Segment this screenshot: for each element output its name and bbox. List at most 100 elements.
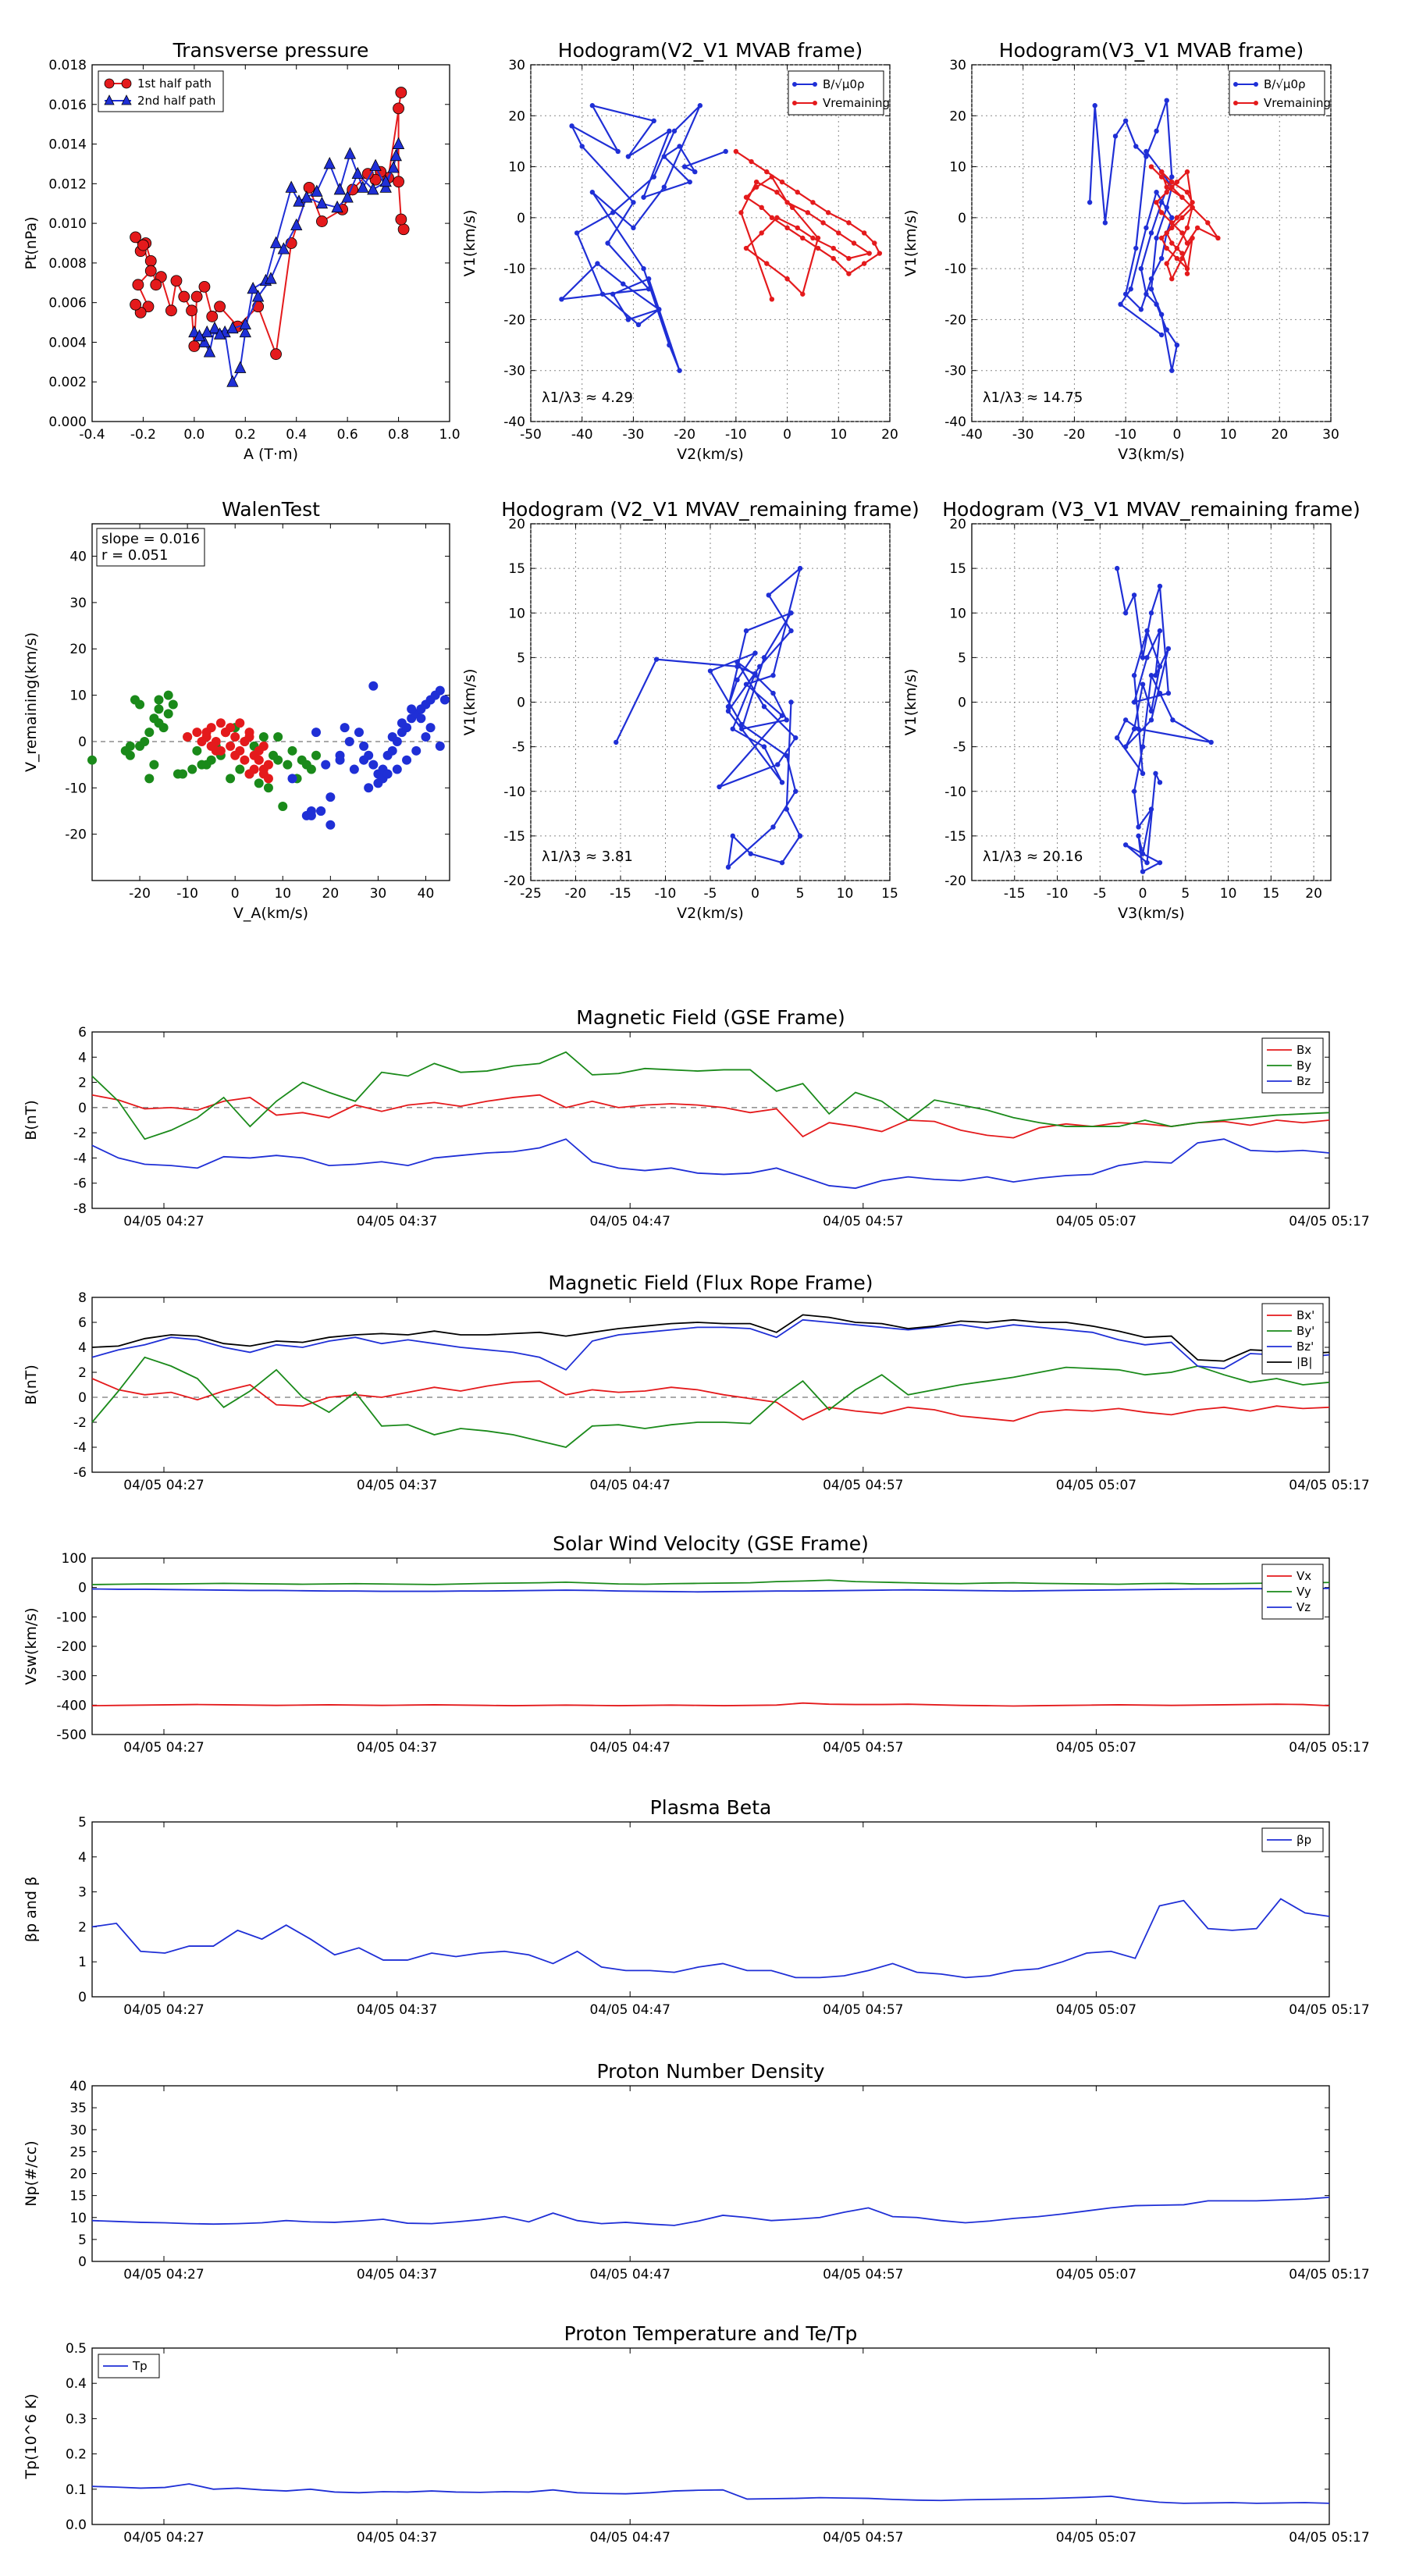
hodogram-v3-v1-mvav-point-0-25 (1170, 717, 1176, 723)
transverse-pressure-marker-1-20 (389, 148, 402, 162)
hodogram-v2-v1-mvab-point-0-16 (646, 286, 652, 292)
hodogram-v2-v1-mvav-ytick-label-0: -20 (503, 873, 525, 889)
walen-test-ytick-label-2: 0 (78, 735, 87, 750)
transverse-pressure-panel: Transverse pressure -0.4 -0.2 0.0 0.2 0.4 0.6 0… (23, 39, 461, 463)
solar-wind-velocity-xtick-label-0: 04/05 04:27 (123, 1740, 204, 1756)
walen-test-point-red-4 (215, 718, 226, 728)
hodogram-v2-v1-mvab-ytick-label-2: -20 (503, 312, 525, 328)
transverse-pressure-marker-1-30 (290, 218, 303, 231)
hodogram-v2-v1-mvab-point-0-11 (615, 148, 621, 155)
hodogram-v2-v1-mvab-ytick-label-0: -40 (503, 415, 525, 430)
hodogram-v2-v1-mvav-point-0-7 (725, 708, 731, 714)
walen-test-point-red-24 (254, 745, 264, 756)
hodogram-v2-v1-mvav-ytick-label-5: 5 (517, 650, 525, 666)
magnetic-field-gse-legend-label-0: Bx (1297, 1043, 1311, 1057)
magnetic-field-gse-xtick-label-1: 04/05 04:37 (357, 1214, 437, 1229)
plasma-beta-xtick-label-2: 04/05 04:47 (590, 2002, 670, 2018)
plasma-beta-xtick-label-4: 04/05 05:07 (1056, 2002, 1136, 2018)
hodogram-v2-v1-mvab-point-1-21 (769, 174, 775, 180)
hodogram-v2-v1-mvab-point-1-39 (789, 205, 795, 210)
walen-test-point-green-20 (235, 764, 245, 774)
hodogram-v3-v1-mvav-point-0-29 (1131, 788, 1137, 794)
hodogram-v2-v1-mvab-legend-dot-a-1 (792, 101, 797, 105)
magnetic-field-gse-xtick-label-2: 04/05 04:47 (590, 1214, 670, 1229)
magnetic-field-flux-rope-xtick-label-3: 04/05 04:57 (823, 1478, 903, 1493)
hodogram-v3-v1-mvav-ytick-label-4: 0 (958, 696, 966, 711)
plasma-beta-ytick-label-1: 1 (78, 1955, 87, 1970)
hodogram-v2-v1-mvav-xtick-label-5: 0 (751, 886, 759, 902)
walen-test-point-green-41 (278, 802, 288, 812)
walen-test-point-red-25 (220, 728, 230, 738)
hodogram-v3-v1-mvav-point-0-5 (1157, 583, 1163, 589)
hodogram-v2-v1-mvav-point-0-37 (748, 851, 753, 856)
magnetic-field-gse-xtick-label-5: 04/05 05:17 (1289, 1214, 1369, 1229)
hodogram-v2-v1-mvav-point-0-40 (784, 806, 789, 812)
transverse-pressure-xlabel: A (T·m) (244, 446, 298, 463)
hodogram-v3-v1-mvab-ytick-label-2: -20 (944, 312, 966, 328)
hodogram-v3-v1-mvav-point-0-11 (1165, 646, 1172, 652)
plasma-beta-title: Plasma Beta (650, 1796, 772, 1819)
proton-temperature-ytick-label-2: 0.2 (66, 2447, 87, 2463)
transverse-pressure-marker-0-14 (270, 348, 282, 361)
magnetic-field-gse-ytick-label-1: -6 (73, 1176, 87, 1192)
hodogram-v3-v1-mvav-series-line-0 (1115, 568, 1212, 873)
hodogram-v3-v1-mvab-ytick-label-1: -30 (944, 364, 966, 379)
plasma-beta-xtick-label-0: 04/05 04:27 (123, 2002, 204, 2018)
hodogram-v2-v1-mvab-point-1-34 (743, 245, 749, 251)
hodogram-v2-v1-mvab-point-1-40 (774, 190, 780, 195)
proton-temperature-ytick-label-1: 0.1 (66, 2482, 87, 2498)
hodogram-v2-v1-mvab-point-1-17 (769, 215, 775, 221)
magnetic-field-flux-rope-ytick-label-1: -4 (73, 1440, 87, 1456)
transverse-pressure-marker-0-22 (186, 304, 197, 317)
hodogram-v3-v1-mvab-point-0-34 (1128, 286, 1133, 292)
transverse-pressure-marker-0-19 (198, 280, 211, 293)
transverse-pressure-marker-0-20 (190, 290, 203, 303)
transverse-pressure-marker-1-21 (392, 137, 405, 149)
walen-test-point-blue-36 (325, 792, 336, 802)
proton-number-density-ytick-label-1: 5 (78, 2233, 87, 2248)
transverse-pressure-marker-1-26 (341, 190, 354, 203)
hodogram-v2-v1-mvab-point-0-23 (574, 230, 580, 236)
walen-test-point-green-25 (283, 760, 293, 770)
transverse-pressure-legend-marker-a-0 (104, 78, 115, 89)
transverse-pressure-marker-1-15 (333, 183, 346, 195)
hodogram-v3-v1-mvab-point-1-34 (1184, 225, 1190, 231)
hodogram-v2-v1-mvab-point-0-24 (610, 210, 616, 215)
hodogram-v3-v1-mvab-point-1-26 (1174, 215, 1180, 221)
hodogram-v2-v1-mvav-ytick-label-1: -15 (503, 829, 525, 845)
transverse-pressure-marker-1-13 (311, 184, 323, 197)
plasma-beta-series-0 (91, 1898, 1330, 1979)
hodogram-v2-v1-mvav-point-0-27 (725, 704, 731, 710)
hodogram-v3-v1-mvav-point-0-36 (1122, 842, 1129, 848)
hodogram-v2-v1-mvab-point-0-35 (610, 291, 616, 297)
hodogram-v2-v1-mvab-point-1-22 (784, 200, 790, 205)
transverse-pressure-title: Transverse pressure (173, 39, 369, 62)
hodogram-v3-v1-mvab-point-1-39 (1190, 235, 1195, 241)
magnetic-field-flux-rope-frame (91, 1297, 1330, 1473)
hodogram-v2-v1-mvav-xtick-label-4: -5 (704, 886, 717, 902)
hodogram-v2-v1-mvab-legend-label-0: B/√μ0ρ (823, 77, 865, 91)
walen-test-point-green-44 (135, 699, 145, 710)
proton-temperature-legend-label-0: Tp (132, 2359, 148, 2373)
hodogram-v2-v1-mvav-point-0-24 (761, 655, 767, 660)
magnetic-field-flux-rope-title: Magnetic Field (Flux Rope Frame) (548, 1272, 873, 1294)
hodogram-v3-v1-mvab-xtick-label-5: 10 (1220, 427, 1237, 443)
hodogram-v3-v1-mvab-point-0-31 (1169, 215, 1175, 221)
hodogram-v3-v1-mvav-point-0-8 (1144, 655, 1150, 660)
walen-test-point-blue-6 (344, 736, 354, 746)
hodogram-v3-v1-mvab-xtick-label-7: 30 (1322, 427, 1339, 443)
hodogram-v3-v1-mvav-point-0-14 (1131, 726, 1137, 731)
hodogram-v2-v1-mvab-ytick-label-7: 30 (508, 58, 525, 73)
walen-test-ytick-label-4: 20 (69, 642, 87, 657)
transverse-pressure-marker-1-8 (247, 282, 259, 294)
hodogram-v3-v1-mvav-ytick-label-3: -5 (953, 740, 966, 756)
transverse-pressure-xtick-label-5: 0.6 (337, 427, 358, 443)
walen-test-point-blue-25 (439, 695, 450, 705)
plasma-beta-legend-label-0: βp (1297, 1833, 1311, 1847)
solar-wind-velocity-series-2 (91, 1587, 1329, 1593)
transverse-pressure-marker-1-22 (387, 161, 400, 173)
transverse-pressure-ylabel: Pt(nPa) (23, 216, 40, 269)
transverse-pressure-legend-label-1: 2nd half path (137, 94, 215, 108)
hodogram-v3-v1-mvab-point-1-40 (1184, 271, 1190, 276)
transverse-pressure-marker-1-36 (213, 327, 226, 340)
